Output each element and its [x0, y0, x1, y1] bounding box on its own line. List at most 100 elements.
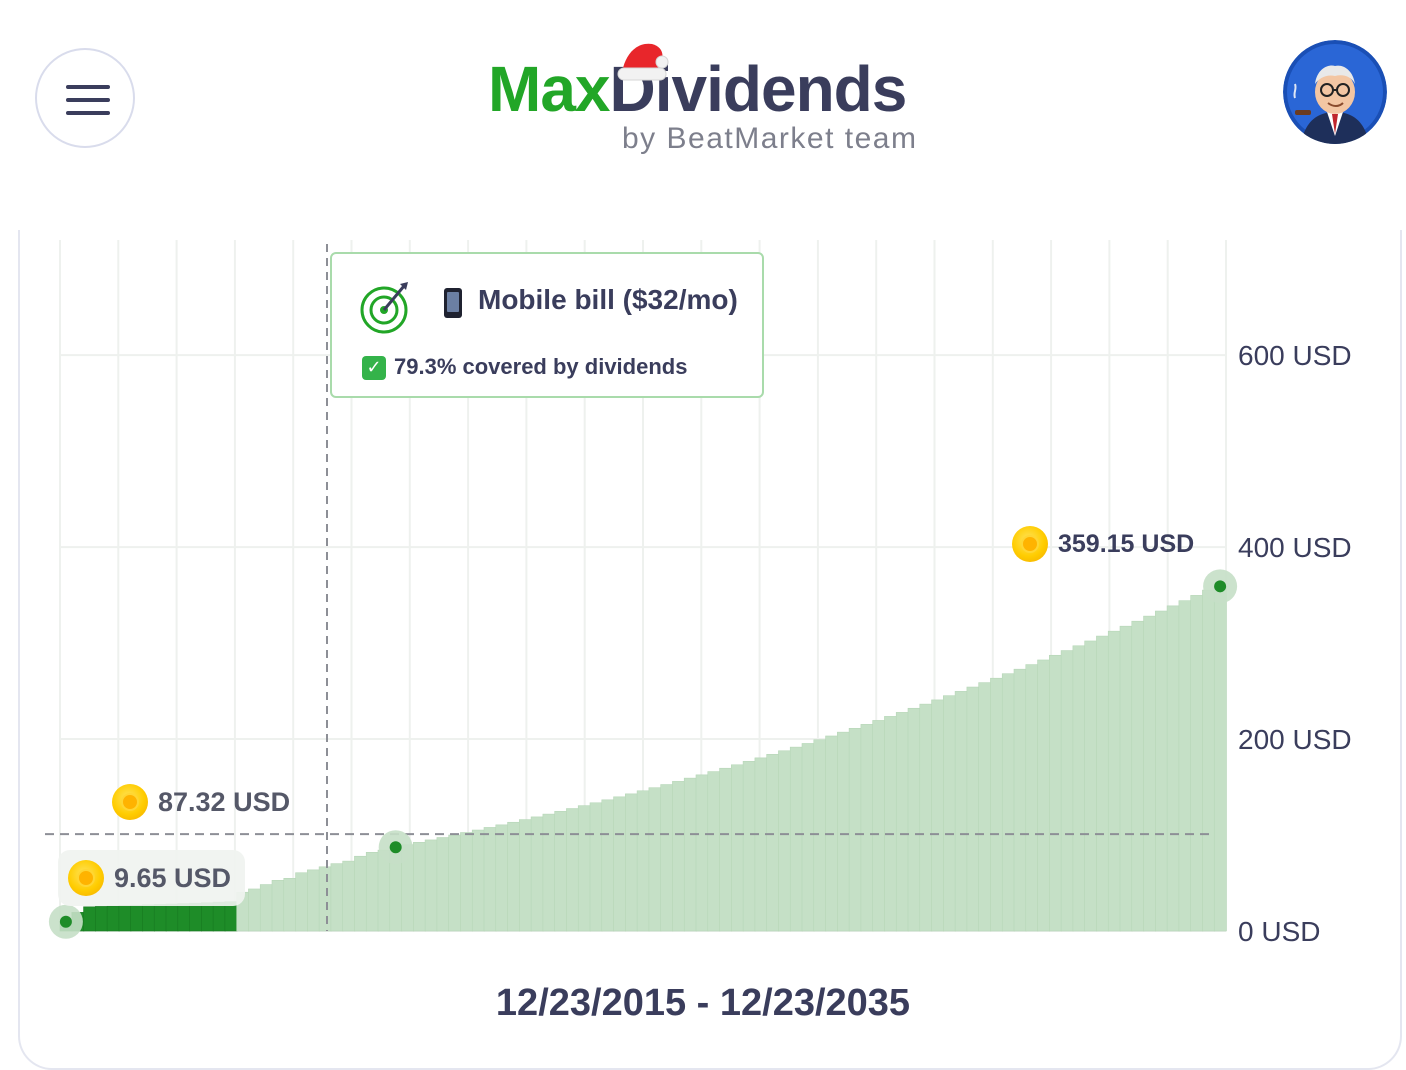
- bar-projected: [589, 802, 603, 932]
- bar-projected: [1131, 620, 1145, 932]
- bar-projected: [1190, 595, 1204, 932]
- goal-title: Mobile bill ($32/mo): [478, 284, 738, 315]
- bar-projected: [507, 821, 521, 932]
- bar-projected: [566, 808, 579, 932]
- bar-projected: [295, 872, 309, 932]
- hamburger-icon-line: [66, 98, 110, 102]
- bar-projected: [354, 855, 367, 932]
- bar-projected: [990, 677, 1003, 932]
- bar-projected: [1213, 586, 1227, 932]
- bar-projected: [766, 754, 780, 932]
- goal-tooltip: Mobile bill ($32/mo) ✓ 79.3% covered by …: [330, 252, 764, 398]
- bar-received: [189, 902, 203, 932]
- bar-projected: [672, 781, 685, 932]
- bar-projected: [342, 860, 356, 932]
- bar-received: [130, 904, 144, 932]
- y-tick-label: 200 USD: [1238, 724, 1352, 755]
- bar-received: [224, 901, 238, 932]
- bar-projected: [837, 731, 850, 932]
- bar-projected: [248, 888, 261, 932]
- annotation-end-label: 359.15 USD: [1058, 529, 1195, 558]
- bar-projected: [413, 842, 426, 932]
- annotation-start: 9.65 USD: [58, 850, 246, 906]
- bar-projected: [1155, 610, 1168, 932]
- bar-projected: [872, 720, 886, 932]
- bar-projected: [625, 793, 638, 932]
- bar-projected: [1166, 605, 1180, 932]
- bar-projected: [966, 686, 980, 932]
- bar-projected: [848, 728, 862, 932]
- logo[interactable]: MaxDividends by BeatMarket team: [488, 43, 948, 160]
- bar-projected: [660, 784, 674, 932]
- bar-received: [153, 904, 167, 932]
- annotation-current: 87.32 USD: [112, 784, 290, 820]
- avatar[interactable]: [1283, 40, 1387, 144]
- bar-projected: [1107, 630, 1121, 932]
- data-point: [389, 841, 402, 854]
- bar-projected: [1178, 600, 1192, 932]
- bar-projected: [471, 829, 485, 932]
- bar-received: [106, 905, 120, 932]
- date-range[interactable]: 12/23/2015 - 12/23/2035: [495, 982, 911, 1024]
- bar-received: [212, 901, 226, 932]
- bar-projected: [931, 699, 945, 932]
- goal-coverage: 79.3% covered by dividends: [394, 354, 688, 379]
- bar-projected: [554, 811, 568, 932]
- santa-hat-icon: [617, 43, 669, 81]
- bar-projected: [695, 774, 709, 932]
- bar-projected: [1025, 664, 1039, 932]
- bar-projected: [424, 839, 438, 932]
- bar-projected: [813, 739, 827, 932]
- bar-projected: [754, 757, 768, 932]
- y-tick-label: 600 USD: [1238, 340, 1352, 371]
- annotation-end: 359.15 USD: [1012, 526, 1194, 562]
- bar-projected: [577, 805, 591, 932]
- bar-projected: [943, 695, 956, 932]
- bar-projected: [613, 796, 627, 932]
- bar-projected: [330, 863, 344, 932]
- bar-projected: [801, 743, 815, 932]
- bar-projected: [707, 771, 721, 932]
- data-point: [59, 915, 72, 928]
- bar-received: [177, 903, 191, 932]
- bar-projected: [1060, 650, 1074, 932]
- annotation-current-label: 87.32 USD: [158, 786, 291, 817]
- bar-projected: [1084, 640, 1098, 932]
- y-tick-label: 400 USD: [1238, 532, 1352, 563]
- bar-projected: [1119, 625, 1133, 932]
- bar-projected: [1143, 615, 1157, 932]
- bar-projected: [895, 712, 909, 932]
- bar-projected: [460, 832, 473, 932]
- bar-projected: [907, 707, 921, 932]
- bar-projected: [978, 682, 992, 932]
- bar-projected: [789, 746, 803, 932]
- menu-button[interactable]: [35, 48, 135, 148]
- coin-icon: [112, 784, 148, 820]
- hamburger-icon: [66, 85, 110, 89]
- bar-projected: [860, 724, 874, 932]
- bar-projected: [683, 777, 697, 932]
- coin-icon: [68, 860, 104, 896]
- bar-projected: [884, 716, 897, 932]
- bar-projected: [519, 819, 532, 932]
- bar-projected: [1013, 668, 1027, 932]
- bar-projected: [448, 834, 462, 932]
- bar-projected: [1202, 589, 1215, 932]
- bar-projected: [954, 691, 968, 932]
- bar-projected: [1049, 654, 1062, 932]
- bar-projected: [778, 750, 791, 932]
- bar-projected: [648, 787, 662, 932]
- app-header: MaxDividends by BeatMarket team: [0, 0, 1406, 190]
- logo-subtitle: by BeatMarket team: [622, 122, 918, 155]
- hamburger-icon-line: [66, 111, 110, 115]
- bar-projected: [542, 813, 556, 932]
- bar-projected: [271, 880, 285, 932]
- bar-projected: [307, 869, 320, 932]
- bar-projected: [259, 884, 273, 932]
- bar-projected: [436, 837, 450, 932]
- bar-projected: [919, 703, 933, 932]
- bar-projected: [365, 851, 379, 932]
- check-icon: ✓: [362, 356, 386, 380]
- bar-projected: [495, 824, 509, 932]
